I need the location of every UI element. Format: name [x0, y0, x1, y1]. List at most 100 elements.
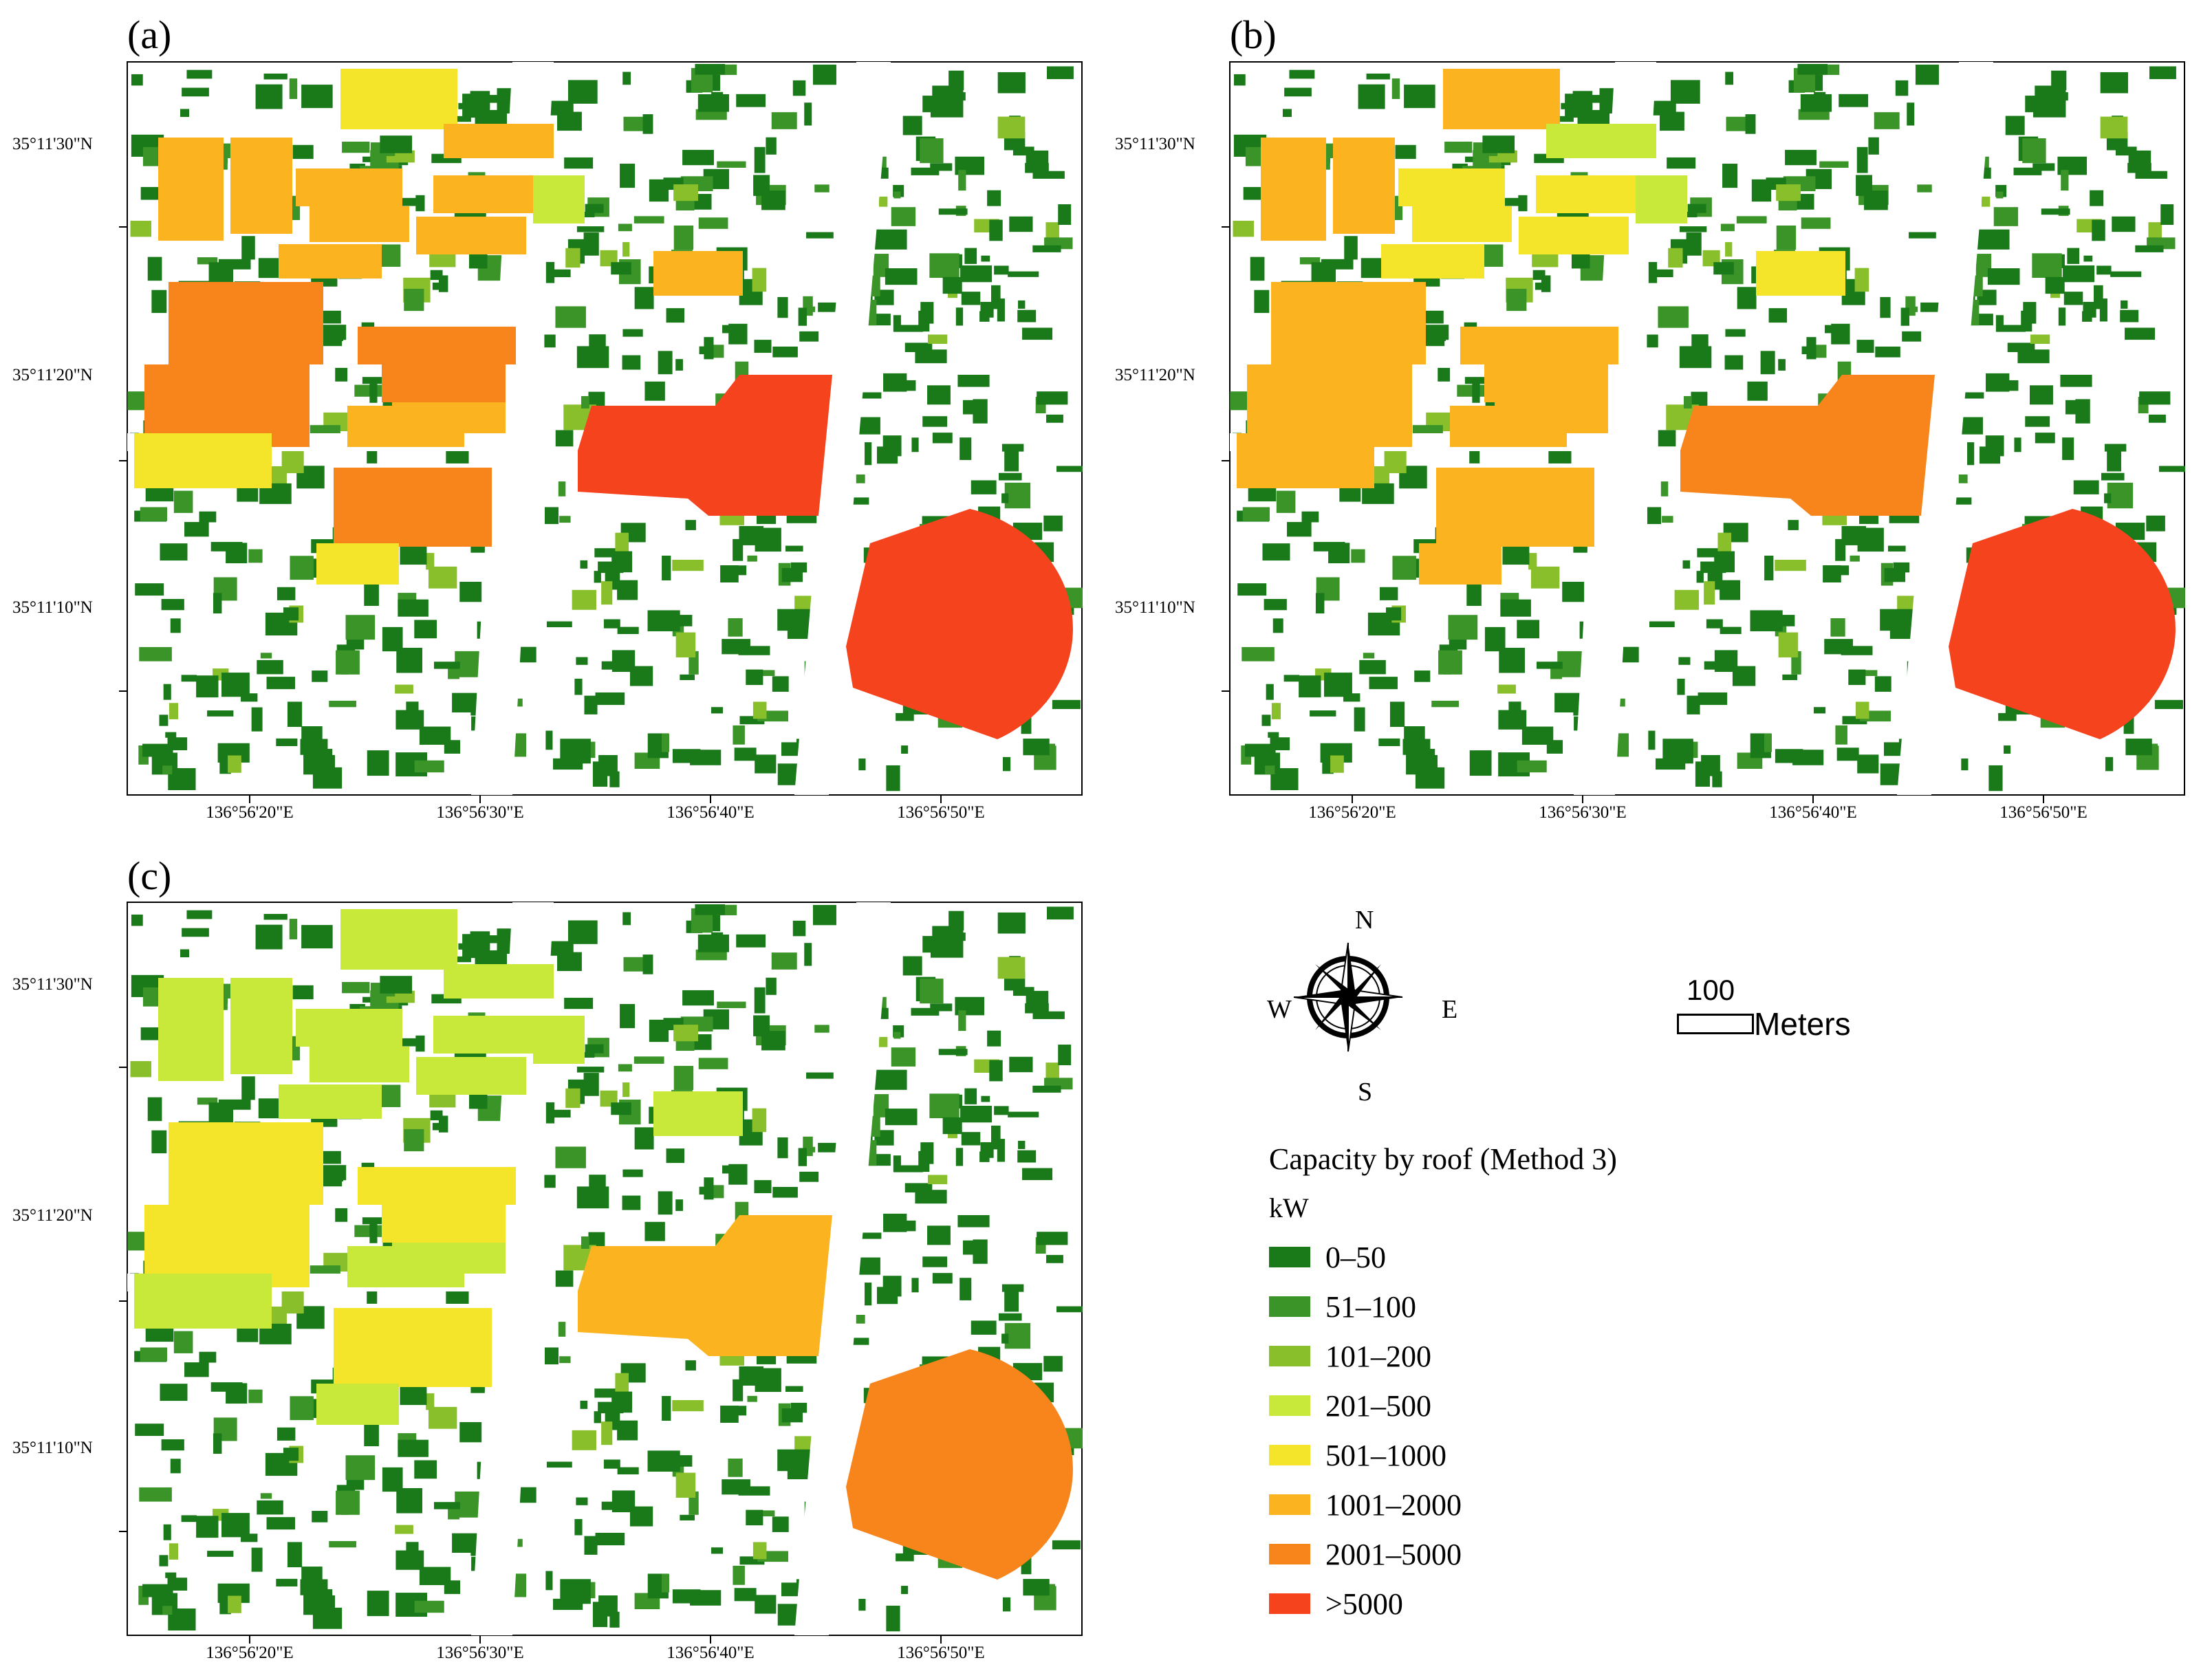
building [1003, 1597, 1010, 1611]
building [594, 548, 616, 557]
building [1554, 693, 1579, 712]
building [546, 270, 570, 277]
building [1032, 1086, 1061, 1093]
building [404, 289, 424, 311]
building [747, 1396, 757, 1402]
building [340, 69, 457, 129]
building [451, 957, 471, 962]
building [755, 988, 766, 1014]
building [739, 716, 764, 724]
building [1715, 650, 1737, 672]
building [296, 168, 402, 206]
building [805, 1147, 815, 1153]
building [1982, 197, 1990, 207]
building [1287, 522, 1312, 536]
building [342, 142, 369, 153]
building [1535, 283, 1546, 290]
building [915, 349, 946, 363]
building [1466, 584, 1482, 607]
building [1052, 700, 1081, 709]
building [1725, 242, 1732, 257]
building [777, 297, 788, 318]
building [1265, 765, 1275, 774]
building [722, 1479, 750, 1494]
building [911, 1278, 918, 1292]
building [1777, 226, 1796, 250]
building [415, 1601, 444, 1613]
building [679, 615, 693, 626]
building [2075, 399, 2090, 423]
building [2059, 307, 2066, 325]
building [676, 633, 696, 657]
building [785, 1386, 803, 1392]
building [956, 1148, 963, 1166]
building [335, 368, 347, 382]
map-panel [119, 61, 1083, 803]
building [788, 626, 814, 639]
building [1058, 204, 1071, 225]
building [267, 677, 295, 689]
building [241, 1076, 255, 1100]
building [139, 647, 172, 662]
building [1301, 512, 1319, 523]
building [1533, 270, 1546, 280]
building [2074, 480, 2099, 494]
building [1902, 331, 1921, 342]
building [1684, 396, 1692, 408]
building [1720, 580, 1740, 600]
building [347, 1246, 464, 1287]
building [772, 1187, 798, 1198]
building [920, 1142, 933, 1164]
building [772, 676, 789, 692]
building [958, 1010, 966, 1031]
building [1385, 450, 1407, 473]
building [1775, 560, 1806, 571]
building [1506, 289, 1526, 311]
building [622, 1196, 641, 1210]
building [755, 1595, 776, 1613]
building [933, 92, 965, 100]
building [451, 116, 471, 122]
building [414, 620, 437, 638]
building [728, 618, 742, 637]
building [1712, 772, 1722, 787]
building [162, 599, 184, 610]
legend-label: 501–1000 [1325, 1438, 1446, 1472]
building [874, 254, 889, 277]
building [618, 1064, 632, 1071]
building [858, 759, 865, 770]
building [444, 124, 554, 158]
building [1994, 207, 2018, 226]
building [1756, 251, 1845, 296]
building [594, 1388, 616, 1397]
building [989, 1060, 1002, 1082]
building [1435, 328, 1446, 342]
legend-label: 2001–5000 [1325, 1537, 1462, 1571]
building [1837, 748, 1859, 761]
building [761, 1031, 785, 1050]
building [662, 1396, 671, 1421]
building [2050, 292, 2060, 298]
building [893, 1166, 923, 1172]
building [2032, 253, 2061, 278]
building [1261, 138, 1326, 241]
building [1518, 195, 1527, 211]
building [1045, 1062, 1059, 1080]
lon-label: 136°56'50"E [897, 1644, 985, 1662]
building [1885, 568, 1905, 582]
building [142, 744, 173, 757]
building [545, 731, 552, 750]
building [279, 1084, 382, 1119]
building [733, 1566, 745, 1585]
building [1850, 556, 1859, 562]
building [896, 1221, 915, 1231]
building [2025, 96, 2035, 112]
building [1411, 749, 1435, 768]
legend-swatch [1269, 1296, 1310, 1317]
building [398, 600, 429, 617]
lon-label: 136°56'40"E [666, 803, 755, 822]
building [2030, 335, 2050, 345]
building [584, 232, 599, 256]
building [131, 74, 143, 85]
building [382, 1468, 403, 1492]
